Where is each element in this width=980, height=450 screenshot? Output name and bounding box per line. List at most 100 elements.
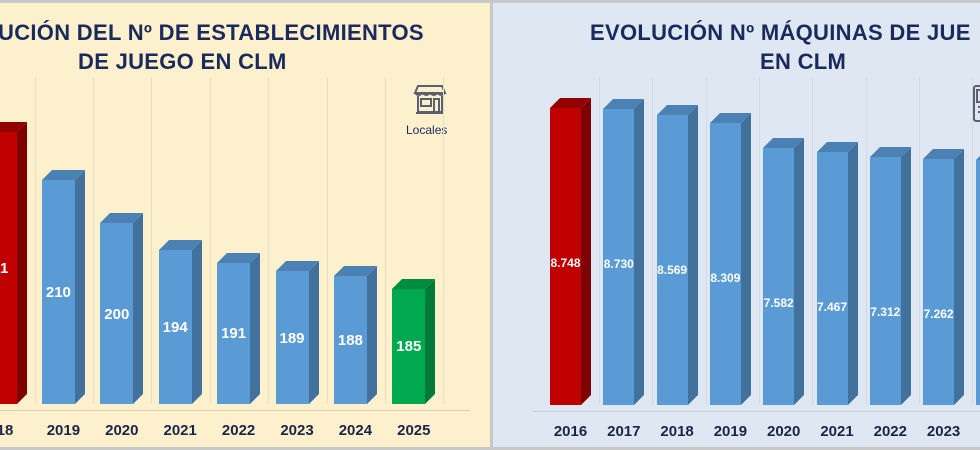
- year-label: 2023: [926, 423, 961, 440]
- value-label: 7.467: [816, 299, 848, 314]
- year-label: 20: [967, 423, 980, 440]
- value-label: 21: [0, 259, 9, 277]
- year-label: 2022: [873, 423, 907, 440]
- year-label: 2022: [221, 422, 256, 439]
- bar-20: [976, 150, 980, 405]
- bar-front: [333, 275, 367, 404]
- bar-2019: [41, 169, 85, 404]
- year-label: 2020: [767, 423, 801, 440]
- value-label: 8.748: [550, 256, 581, 271]
- bar-side: [634, 99, 645, 405]
- bar-2018: [656, 104, 698, 405]
- bar-side: [687, 104, 698, 405]
- bar-side: [954, 148, 965, 405]
- gridline: [918, 78, 920, 405]
- gridline: [812, 78, 814, 405]
- gridline: [443, 78, 445, 404]
- bar-2020: [763, 137, 805, 405]
- year-label: 2020: [105, 422, 139, 439]
- year-label: 2021: [820, 423, 854, 440]
- bar-front: [603, 109, 635, 405]
- bar-2022: [869, 147, 911, 405]
- bar-2021: [158, 239, 202, 404]
- gridline: [384, 78, 386, 404]
- value-label: 8.309: [710, 271, 741, 286]
- bar-front: [976, 160, 980, 405]
- bar-front: [550, 108, 581, 405]
- bar-2016: [550, 98, 591, 405]
- year-label: 2016: [553, 423, 588, 440]
- store-icon: [413, 82, 447, 121]
- bar-front: [923, 158, 955, 405]
- bar-front: [816, 151, 848, 405]
- value-label: 188: [337, 331, 363, 349]
- year-label: 2018: [660, 423, 694, 440]
- bar-front: [275, 271, 309, 404]
- gridline: [151, 78, 153, 404]
- bar-front: [656, 114, 688, 405]
- bar-2023: [275, 261, 319, 404]
- gridline: [599, 78, 600, 405]
- bar-front: [100, 223, 134, 404]
- bar-front: [0, 131, 17, 404]
- establishments-chart-panel: UCIÓN DEL Nº DE ESTABLECIMIENTOS DE JUEG…: [0, 3, 490, 447]
- bar-2022: [217, 252, 261, 404]
- chart-floor: [533, 411, 980, 412]
- bar-top: [976, 150, 980, 160]
- bar-side: [740, 113, 751, 405]
- bar-2023: [923, 148, 965, 405]
- bar-18: [0, 121, 27, 404]
- bar-front: [392, 288, 426, 404]
- bar-front: [217, 262, 251, 404]
- chart-title-line-2: EN CLM: [760, 49, 847, 74]
- year-label: 2019: [46, 422, 81, 439]
- year-label: 2017: [607, 423, 641, 440]
- bar-front: [869, 157, 901, 405]
- bar-side: [900, 147, 911, 405]
- value-label: 191: [221, 325, 247, 343]
- bar-side: [581, 98, 591, 405]
- legend-label: Locales: [406, 123, 448, 137]
- value-label: 200: [104, 305, 130, 323]
- year-label: 2025: [397, 422, 431, 439]
- gridline: [268, 78, 270, 404]
- value-label: 189: [279, 329, 305, 347]
- gridline: [209, 78, 211, 404]
- year-label: 18: [0, 422, 14, 439]
- slot-machine-icon: [973, 85, 980, 128]
- gridline: [705, 78, 707, 405]
- bar-front: [158, 249, 192, 404]
- gridline: [92, 78, 94, 404]
- bar-2024: [333, 265, 377, 404]
- year-label: 2019: [713, 423, 748, 440]
- chart-title-line-2: DE JUEGO EN CLM: [78, 49, 287, 74]
- bar-2021: [816, 141, 858, 405]
- gridline: [34, 78, 36, 404]
- gridline: [865, 78, 867, 405]
- bar-side: [794, 137, 805, 405]
- year-label: 2021: [163, 422, 197, 439]
- value-label: 7.262: [923, 306, 954, 321]
- value-label: 194: [162, 318, 188, 336]
- value-label: 7.312: [870, 305, 901, 320]
- value-label: 7: [966, 308, 980, 322]
- bar-2017: [603, 99, 645, 405]
- chart-floor: [0, 410, 470, 411]
- bar-front: [763, 147, 795, 405]
- chart-title-line-1: UCIÓN DEL Nº DE ESTABLECIMIENTOS: [0, 20, 424, 45]
- value-label: 8.730: [603, 257, 634, 272]
- value-label: 7.582: [763, 295, 794, 310]
- chart-title-line-1: EVOLUCIÓN Nº MÁQUINAS DE JUE: [590, 20, 971, 45]
- gridline: [758, 78, 760, 405]
- gridline: [326, 78, 328, 404]
- value-label: 210: [45, 283, 71, 301]
- bar-front: [41, 179, 75, 404]
- value-label: 8.569: [657, 262, 688, 277]
- bar-2020: [100, 213, 144, 404]
- bar-2025: [392, 278, 436, 404]
- year-label: 2024: [338, 422, 373, 439]
- value-label: 185: [396, 338, 422, 356]
- bar-side: [847, 141, 858, 405]
- gridline: [972, 78, 974, 405]
- year-label: 2023: [280, 422, 314, 439]
